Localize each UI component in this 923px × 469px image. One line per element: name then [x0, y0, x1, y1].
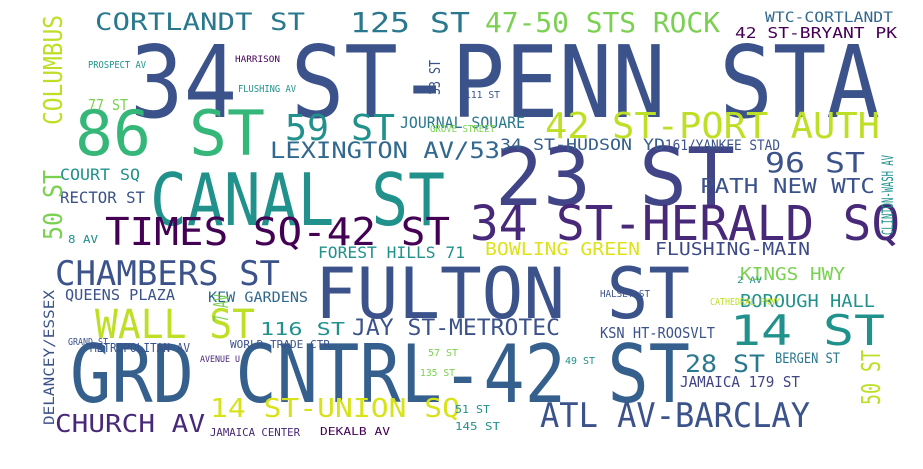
- word: 51 ST: [455, 403, 490, 416]
- word: METROPOLITAN AV: [90, 341, 190, 355]
- word: 86 ST: [75, 97, 265, 170]
- word: CATHEDRAL PKWY: [710, 297, 780, 308]
- word: COURT SQ: [60, 165, 140, 184]
- word: 42 ST-BRYANT PK: [735, 24, 897, 42]
- word: CLINTON-WASH AV: [878, 155, 897, 235]
- word: GROVE STREET: [430, 124, 495, 135]
- word: PATH NEW WTC: [700, 174, 875, 198]
- word: CHAMBERS ST: [55, 254, 280, 294]
- word: QUEENS PLAZA: [65, 286, 175, 304]
- word: CHURCH AV: [55, 409, 205, 438]
- word: 135 ST: [420, 368, 455, 379]
- word: 50 ST: [39, 170, 69, 240]
- word: 50 ST: [857, 350, 887, 405]
- word: 8 AV: [68, 233, 98, 246]
- word: FULTON ST: [315, 253, 690, 335]
- word: 47-50 STS ROCK: [485, 6, 720, 39]
- word: 42 ST-PORT AUTH: [545, 106, 880, 147]
- word: 34 ST-HUDSON YD: [500, 135, 665, 154]
- word: KEW GARDENS: [208, 290, 308, 306]
- word: COLUMBUS: [39, 15, 69, 125]
- word: JAMAICA 179 ST: [680, 373, 800, 391]
- word: 116 ST: [260, 319, 345, 340]
- word: GRD CNTRL-42 ST: [70, 328, 690, 421]
- word: 77 ST: [88, 96, 128, 114]
- word: WALL ST: [95, 302, 255, 348]
- word: 14 ST: [730, 306, 885, 355]
- word: FLUSHING AV: [238, 84, 296, 95]
- word: BOROUGH HALL: [740, 291, 875, 312]
- word: CORTLANDT ST: [95, 8, 305, 36]
- word: 59 ST: [285, 108, 395, 149]
- word: 161/YANKEE STAD: [665, 138, 780, 154]
- word: 145 ST: [455, 420, 500, 433]
- word: FOREST HILLS 71: [318, 243, 465, 262]
- word: DELANCEY/ESSEX: [42, 289, 58, 425]
- word: 111 ST: [465, 90, 500, 101]
- word: 57 ST: [428, 348, 458, 359]
- word: 34 ST-PENN STA: [130, 24, 880, 141]
- word: ATL AV-BARCLAY: [540, 396, 810, 436]
- word: DEKALB AV: [320, 425, 390, 438]
- word: CANAL ST: [150, 158, 445, 242]
- word: 33 ST: [426, 60, 444, 95]
- word: 23 ST: [495, 131, 735, 224]
- word: 28 ST: [685, 350, 765, 378]
- word: HALSEY ST: [600, 289, 650, 300]
- word: BERGEN ST: [775, 351, 840, 367]
- word: JOURNAL SQUARE: [400, 113, 525, 132]
- word: JAY ST-METROTEC: [352, 316, 560, 341]
- word: WORLD TRADE CTR: [230, 338, 330, 351]
- word: 34 ST-HERALD SQ: [470, 196, 900, 252]
- word: GRAND ST: [68, 337, 108, 348]
- word: AVENUE U: [200, 355, 240, 365]
- word: BOWLING GREEN: [485, 239, 640, 260]
- word: KSN HT-ROOSVLT: [600, 324, 715, 342]
- word: WTC-CORTLANDT: [765, 10, 894, 26]
- word: LEXINGTON AV/53: [270, 139, 500, 164]
- word: 96 ST: [765, 146, 865, 179]
- word: 2 AV: [737, 276, 763, 286]
- word: HARRISON: [235, 55, 280, 65]
- word: PROSPECT AV: [88, 60, 146, 71]
- word: 125 ST: [350, 6, 470, 39]
- word: FLUSHING-MAIN: [655, 239, 810, 260]
- word: TIMES SQ-42 ST: [105, 210, 450, 254]
- word: JAMAICA CENTER: [210, 426, 300, 439]
- word: KINGS HWY: [740, 264, 845, 285]
- word: 14 ST-UNION SQ: [210, 394, 460, 424]
- word: RECTOR ST: [60, 188, 145, 207]
- word: 7 AV: [209, 294, 233, 322]
- word: 49 ST: [565, 356, 595, 367]
